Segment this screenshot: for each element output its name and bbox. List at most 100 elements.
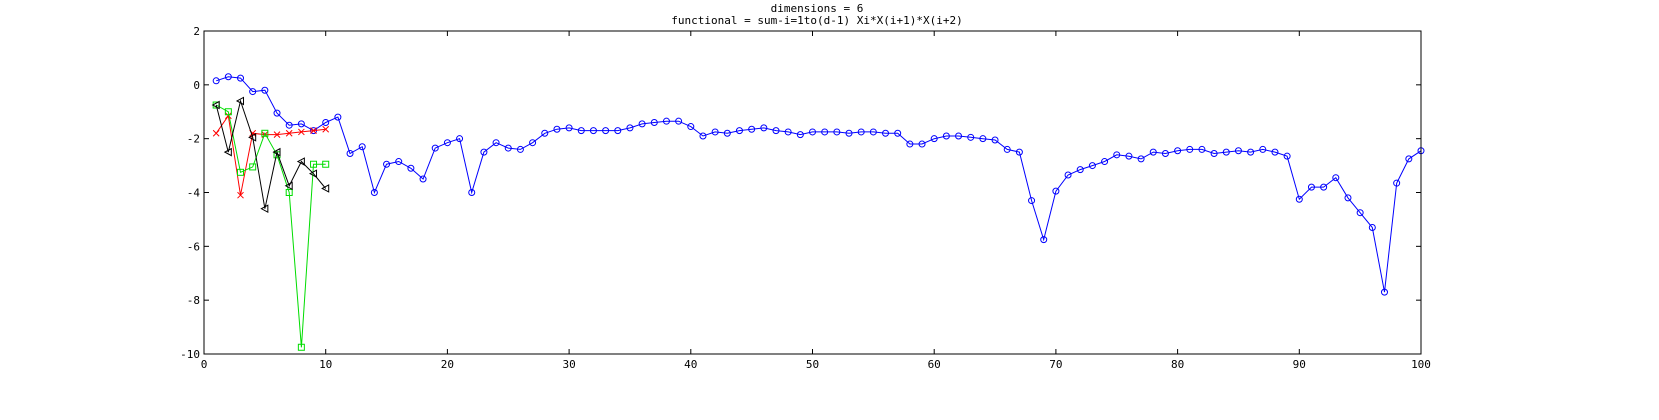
series-0-point (687, 123, 695, 131)
series-2-point (249, 163, 257, 171)
series-0-point (748, 125, 756, 133)
series-0-point (602, 127, 610, 135)
series-3-point (272, 147, 281, 157)
series-0-point (614, 127, 622, 135)
series-0-point (1271, 148, 1279, 156)
series-0-point (930, 135, 938, 143)
series-0-point (1149, 148, 1157, 156)
series-0-point (431, 144, 439, 152)
series-0-point (626, 124, 634, 132)
series-0-point (1393, 179, 1401, 187)
series-0-point (370, 189, 378, 196)
series-0-point (334, 113, 342, 121)
series-0-point (772, 127, 780, 135)
series-0-point (407, 164, 415, 172)
series-0-point (322, 119, 330, 127)
series-0-point (1028, 197, 1036, 205)
series-0-point (1307, 183, 1315, 191)
y-tick-label: -4 (187, 187, 201, 200)
series-0-point (760, 124, 768, 132)
x-tick-label: 70 (1049, 358, 1062, 371)
series-2-point (224, 108, 232, 116)
series-0-point (553, 125, 561, 133)
series-0-point (1161, 149, 1169, 157)
chart-title: dimensions = 6 (771, 2, 864, 15)
series-0-point (589, 127, 597, 135)
series-0-point (833, 128, 841, 136)
series-0-point (699, 132, 707, 140)
series-0-point (516, 145, 524, 153)
series-0-point (638, 120, 646, 128)
y-tick-label: -2 (187, 133, 200, 146)
series-3 (211, 96, 330, 213)
x-tick-label: 60 (928, 358, 941, 371)
series-0-point (273, 109, 281, 117)
series-1-line (215, 114, 326, 196)
series-0-point (723, 129, 731, 137)
series-0-point (1295, 195, 1303, 203)
series-0-point (1113, 151, 1121, 159)
x-tick-label: 100 (1411, 358, 1431, 371)
series-1-point (322, 125, 330, 133)
series-0-point (456, 135, 464, 143)
series-1-point (298, 128, 305, 136)
series-0-point (1405, 155, 1413, 163)
series-0-point (1320, 183, 1328, 191)
series-0-point (967, 133, 975, 141)
series-0-point (796, 131, 804, 139)
series-0-point (346, 149, 354, 157)
series-0-point (1003, 145, 1011, 153)
series-0-point (735, 127, 743, 135)
series-0-point (662, 117, 670, 125)
series-0-point (1052, 187, 1060, 195)
series-2-point (285, 189, 293, 196)
series-3-point (260, 204, 269, 213)
series-2-point (237, 168, 245, 176)
series-0-point (492, 139, 500, 147)
series-0-point (443, 139, 451, 147)
series-1-point (237, 191, 244, 199)
series-0-point (650, 119, 658, 127)
series-3-point (223, 147, 232, 157)
series-3-point (321, 184, 330, 193)
series-2-point (322, 160, 330, 168)
series-0-point (237, 74, 245, 82)
series-0-point (1210, 149, 1218, 157)
series-1 (212, 112, 330, 199)
series-0-point (1088, 162, 1096, 170)
y-tick-label: -6 (187, 240, 200, 253)
series-0-point (1259, 145, 1267, 153)
series-layer (211, 73, 1425, 351)
series-2 (212, 101, 330, 351)
series-0-point (784, 128, 792, 136)
series-2-point (297, 343, 305, 351)
series-0-point (906, 140, 914, 148)
x-tick-label: 50 (806, 358, 819, 371)
series-0-point (297, 120, 305, 128)
x-tick-label: 80 (1171, 358, 1184, 371)
series-0-point (395, 158, 403, 166)
series-0-point (1125, 152, 1133, 160)
series-0-point (480, 148, 488, 156)
series-0-point (869, 128, 877, 136)
series-0-point (383, 160, 391, 168)
x-tick-label: 30 (562, 358, 575, 371)
series-0-point (212, 77, 220, 85)
series-0-point (1234, 147, 1242, 155)
series-0-point (1015, 148, 1023, 156)
x-tick-label: 40 (684, 358, 697, 371)
series-0-point (468, 189, 476, 196)
series-0-point (1186, 145, 1194, 153)
chart-subtitle: functional = sum-i=1to(d-1) Xi*X(i+1)*X(… (671, 14, 962, 27)
y-tick-label: -8 (187, 294, 200, 307)
series-0-point (1137, 155, 1145, 163)
series-2-point (261, 129, 269, 137)
series-0-point (1332, 174, 1340, 182)
series-0-point (577, 127, 585, 135)
series-0-point (1040, 236, 1048, 244)
series-1-point (273, 131, 281, 138)
x-tick-label: 10 (319, 358, 332, 371)
series-3-point (308, 169, 318, 178)
